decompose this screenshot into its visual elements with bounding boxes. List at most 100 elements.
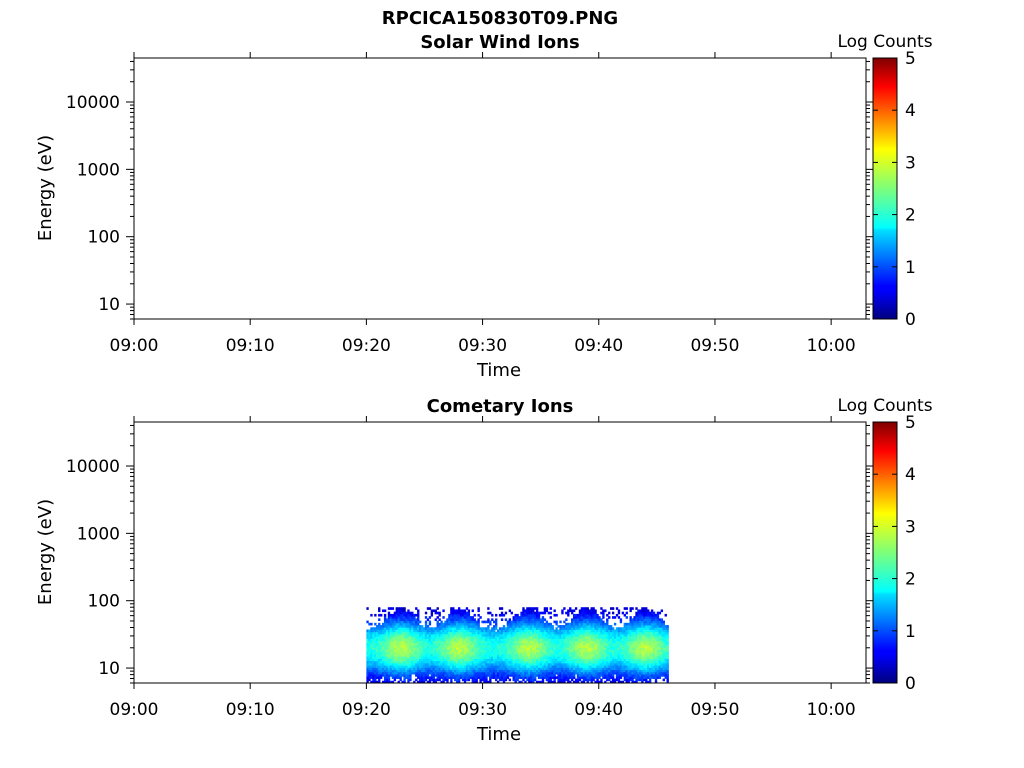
- spectrogram-cell: [424, 625, 428, 628]
- spectrogram-cell: [407, 658, 410, 662]
- spectrogram-cell: [615, 678, 619, 682]
- spectrogram-cell: [395, 669, 398, 673]
- spectrogram-cell: [387, 656, 391, 659]
- spectrogram-cell: [532, 671, 535, 675]
- spectrogram-cell: [403, 633, 406, 637]
- spectrogram-cell: [537, 674, 541, 677]
- spectrogram-cell: [376, 636, 379, 639]
- spectrogram-cell: [518, 674, 521, 677]
- spectrogram-cell: [411, 640, 414, 644]
- spectrogram-cell: [475, 631, 478, 635]
- spectrogram-cell: [604, 654, 607, 657]
- spectrogram-cell: [580, 631, 584, 635]
- spectrogram-cell: [662, 662, 665, 666]
- spectrogram-cell: [378, 678, 381, 682]
- spectrogram-cell: [471, 618, 474, 622]
- spectrogram-cell: [438, 622, 441, 626]
- spectrogram-cell: [551, 638, 554, 642]
- spectrogram-cell: [419, 678, 422, 682]
- spectrogram-cell: [648, 654, 652, 657]
- spectrogram-cell: [590, 607, 593, 610]
- spectrogram-cell: [487, 674, 490, 677]
- spectrogram-cell: [440, 651, 443, 655]
- spectrogram-cell: [510, 656, 513, 659]
- spectrogram-cell: [454, 640, 457, 644]
- spectrogram-cell: [641, 662, 644, 666]
- spectrogram-cell: [430, 649, 434, 653]
- spectrogram-cell: [502, 638, 506, 642]
- spectrogram-cell: [393, 660, 397, 664]
- spectrogram-cell: [606, 665, 609, 668]
- spectrogram-cell: [547, 662, 550, 666]
- spectrogram-cell: [368, 642, 371, 646]
- spectrogram-cell: [428, 658, 432, 662]
- spectrogram-cell: [631, 674, 634, 677]
- spectrogram-cell: [393, 649, 397, 653]
- spectrogram-cell: [405, 616, 408, 619]
- spectrogram-cell: [391, 627, 395, 630]
- spectrogram-cell: [403, 645, 406, 648]
- spectrogram-cell: [582, 671, 586, 675]
- spectrogram-cell: [508, 674, 512, 677]
- spectrogram-cell: [461, 656, 465, 659]
- spectrogram-cell: [621, 645, 625, 648]
- spectrogram-cell: [565, 636, 568, 639]
- spectrogram-cell: [469, 633, 473, 637]
- spectrogram-cell: [475, 629, 478, 633]
- spectrogram-cell: [547, 678, 550, 682]
- spectrogram-cell: [625, 654, 628, 657]
- spectrogram-cell: [611, 611, 615, 615]
- spectrogram-cell: [565, 671, 568, 675]
- spectrogram-cell: [608, 671, 611, 675]
- spectrogram-cell: [495, 660, 498, 664]
- spectrogram-cell: [397, 616, 400, 619]
- spectrogram-cell: [430, 645, 434, 648]
- spectrogram-cell: [647, 665, 650, 668]
- spectrogram-cell: [424, 622, 428, 626]
- spectrogram-cell: [489, 665, 492, 668]
- spectrogram-cell: [572, 669, 576, 673]
- spectrogram-cell: [493, 669, 496, 673]
- spectrogram-cell: [518, 636, 521, 639]
- spectrogram-cell: [491, 618, 494, 622]
- spectrogram-cell: [428, 680, 432, 683]
- spectrogram-cell: [623, 654, 626, 657]
- spectrogram-cell: [615, 645, 619, 648]
- spectrogram-cell: [656, 633, 660, 637]
- spectrogram-cell: [528, 622, 531, 626]
- spectrogram-cell: [574, 636, 578, 639]
- spectrogram-cell: [530, 669, 533, 673]
- spectrogram-cell: [654, 642, 658, 646]
- spectrogram-cell: [370, 671, 373, 675]
- spectrogram-cell: [547, 629, 550, 633]
- spectrogram-cell: [459, 611, 463, 615]
- spectrogram-cell: [586, 633, 589, 637]
- spectrogram-cell: [654, 649, 658, 653]
- spectrogram-cell: [611, 674, 615, 677]
- spectrogram-cell: [569, 625, 572, 628]
- spectrogram-cell: [383, 658, 387, 662]
- spectrogram-cell: [559, 678, 562, 682]
- spectrogram-cell: [604, 638, 607, 642]
- spectrogram-cell: [664, 625, 667, 628]
- spectrogram-cell: [610, 607, 613, 610]
- spectrogram-cell: [567, 622, 570, 626]
- spectrogram-cell: [656, 642, 660, 646]
- spectrogram-cell: [481, 649, 484, 653]
- spectrogram-cell: [401, 613, 404, 617]
- spectrogram-cell: [664, 662, 667, 666]
- spectrogram-cell: [504, 647, 508, 650]
- spectrogram-cell: [621, 647, 625, 650]
- spectrogram-cell: [553, 676, 556, 679]
- spectrogram-cell: [664, 647, 667, 650]
- spectrogram-cell: [459, 645, 463, 648]
- spectrogram-cell: [580, 651, 584, 655]
- spectrogram-cell: [498, 676, 502, 679]
- spectrogram-cell: [450, 669, 453, 673]
- spectrogram-cell: [635, 629, 638, 633]
- spectrogram-cell: [561, 680, 564, 683]
- spectrogram-cell: [662, 640, 665, 644]
- spectrogram-cell: [456, 680, 459, 683]
- spectrogram-cell: [582, 662, 586, 666]
